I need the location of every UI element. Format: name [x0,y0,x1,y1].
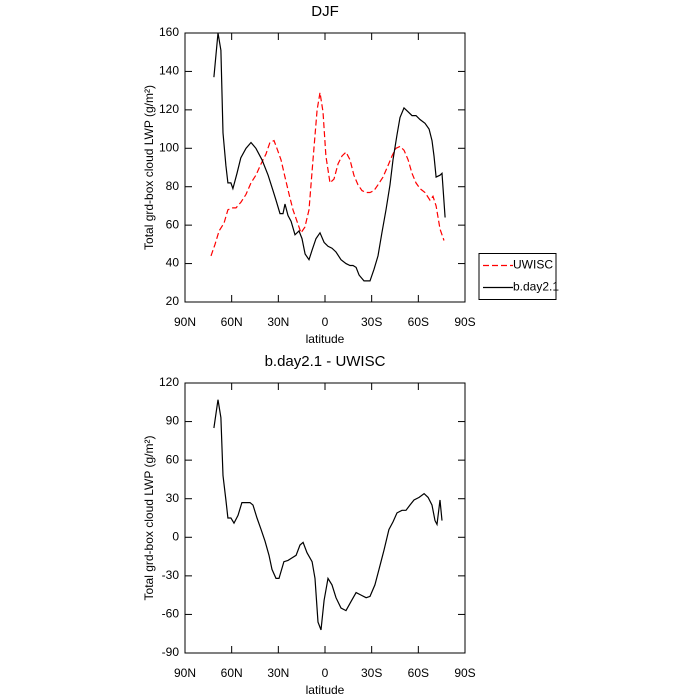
x-tick-label: 0 [322,315,329,329]
y-tick-label: 140 [159,64,179,78]
legend-box [478,253,557,300]
legend-label: b.day2.1 [513,280,559,294]
x-tick-label: 60N [221,666,243,680]
y-tick-label: 160 [159,25,179,39]
legend-label: UWISC [513,258,553,272]
y-tick-label: 30 [166,491,180,505]
data-line [213,32,446,282]
y-tick-label: 100 [159,140,179,154]
plot-frame [184,382,466,654]
x-tick-label: 60N [221,315,243,329]
x-tick-label: 90S [454,666,475,680]
data-line [210,92,445,257]
x-axis-label: latitude [306,683,345,697]
x-tick-label: 60S [408,666,429,680]
x-tick-label: 30N [267,315,289,329]
y-axis-label: Total grd-box cloud LWP (g/m²) [142,436,156,601]
y-tick-label: 60 [166,452,180,466]
y-tick-label: 40 [166,256,180,270]
y-tick-label: 120 [159,102,179,116]
x-tick-label: 90N [174,666,196,680]
y-axis-label: Total grd-box cloud LWP (g/m²) [142,85,156,250]
y-tick-label: 80 [166,179,180,193]
x-tick-label: 30S [361,666,382,680]
x-tick-label: 30S [361,315,382,329]
data-line [213,399,443,631]
y-tick-label: 120 [159,375,179,389]
y-tick-label: -30 [162,568,180,582]
y-tick-label: 0 [172,529,179,543]
y-tick-label: 20 [166,294,180,308]
y-tick-label: -90 [162,645,180,659]
chart-title: DJF [311,3,339,20]
x-tick-label: 60S [408,315,429,329]
chart-title: b.day2.1 - UWISC [265,353,386,370]
y-tick-label: 90 [166,414,180,428]
y-tick-label: 60 [166,217,180,231]
plot-frame [184,32,466,303]
y-tick-label: -60 [162,607,180,621]
x-axis-label: latitude [306,332,345,346]
x-tick-label: 0 [322,666,329,680]
x-tick-label: 90N [174,315,196,329]
x-tick-label: 30N [267,666,289,680]
x-tick-label: 90S [454,315,475,329]
